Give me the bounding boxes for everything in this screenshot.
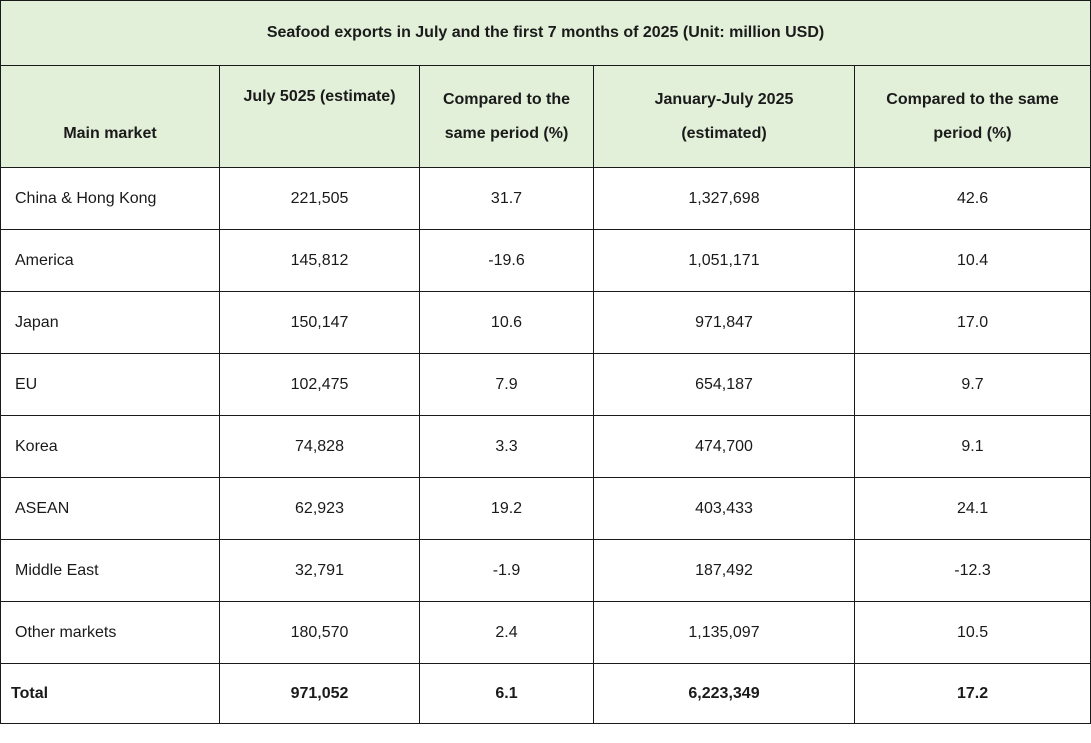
- july-compared-cell: 19.2: [419, 477, 594, 540]
- table-row: Middle East 32,791 -1.9 187,492 -12.3: [0, 539, 1091, 602]
- ytd-cell: 971,847: [593, 291, 855, 354]
- market-cell: ASEAN: [0, 477, 220, 540]
- header-jan-july-line2: (estimated): [681, 124, 767, 142]
- ytd-compared-cell: 10.5: [853, 601, 1091, 664]
- header-july: July 5025 (estimate): [219, 65, 420, 168]
- market-cell: Korea: [0, 415, 220, 478]
- july-cell: 150,147: [219, 291, 420, 354]
- table-title-row: Seafood exports in July and the first 7 …: [0, 0, 1091, 66]
- july-cell: 145,812: [219, 229, 420, 292]
- market-cell: EU: [0, 353, 220, 416]
- july-cell: 32,791: [219, 539, 420, 602]
- table-row: ASEAN 62,923 19.2 403,433 24.1: [0, 477, 1091, 540]
- ytd-cell: 187,492: [593, 539, 855, 602]
- table-header-row: Main market July 5025 (estimate) Compare…: [0, 65, 1091, 168]
- july-compared-cell: 3.3: [419, 415, 594, 478]
- market-cell: China & Hong Kong: [0, 167, 220, 230]
- header-july-compared-line1: Compared to the: [442, 90, 571, 108]
- july-cell: 180,570: [219, 601, 420, 664]
- ytd-compared-cell: 10.4: [853, 229, 1091, 292]
- table-title: Seafood exports in July and the first 7 …: [0, 0, 1091, 66]
- ytd-compared-cell: 17.0: [853, 291, 1091, 354]
- total-label: Total: [0, 663, 220, 724]
- july-compared-cell: 7.9: [419, 353, 594, 416]
- market-cell: America: [0, 229, 220, 292]
- ytd-compared-cell: 9.1: [853, 415, 1091, 478]
- header-jan-july-line1: January-July 2025: [654, 90, 794, 108]
- ytd-cell: 1,051,171: [593, 229, 855, 292]
- header-july-compared: Compared to the same period (%): [419, 65, 594, 168]
- july-compared-cell: 10.6: [419, 291, 594, 354]
- header-jan-july: January-July 2025 (estimated): [593, 65, 855, 168]
- july-compared-cell: 2.4: [419, 601, 594, 664]
- total-july-cell: 971,052: [219, 663, 420, 724]
- table-row: Korea 74,828 3.3 474,700 9.1: [0, 415, 1091, 478]
- july-cell: 74,828: [219, 415, 420, 478]
- ytd-cell: 474,700: [593, 415, 855, 478]
- market-cell: Japan: [0, 291, 220, 354]
- ytd-cell: 1,135,097: [593, 601, 855, 664]
- total-row: Total 971,052 6.1 6,223,349 17.2: [0, 663, 1091, 724]
- header-main-market: Main market: [0, 65, 220, 168]
- header-july-compared-line2: same period (%): [444, 124, 569, 142]
- ytd-compared-cell: 9.7: [853, 353, 1091, 416]
- header-ytd-compared-line1: Compared to the same: [886, 90, 1059, 108]
- ytd-cell: 1,327,698: [593, 167, 855, 230]
- july-cell: 62,923: [219, 477, 420, 540]
- july-compared-cell: 31.7: [419, 167, 594, 230]
- july-compared-cell: -19.6: [419, 229, 594, 292]
- table-row: China & Hong Kong 221,505 31.7 1,327,698…: [0, 167, 1091, 230]
- total-july-compared-cell: 6.1: [419, 663, 594, 724]
- table-row: Other markets 180,570 2.4 1,135,097 10.5: [0, 601, 1091, 664]
- total-ytd-cell: 6,223,349: [593, 663, 855, 724]
- table-row: America 145,812 -19.6 1,051,171 10.4: [0, 229, 1091, 292]
- table-row: EU 102,475 7.9 654,187 9.7: [0, 353, 1091, 416]
- ytd-compared-cell: 24.1: [853, 477, 1091, 540]
- ytd-cell: 403,433: [593, 477, 855, 540]
- total-ytd-compared-cell: 17.2: [853, 663, 1091, 724]
- ytd-cell: 654,187: [593, 353, 855, 416]
- ytd-compared-cell: -12.3: [853, 539, 1091, 602]
- july-compared-cell: -1.9: [419, 539, 594, 602]
- market-cell: Middle East: [0, 539, 220, 602]
- ytd-compared-cell: 42.6: [853, 167, 1091, 230]
- table-row: Japan 150,147 10.6 971,847 17.0: [0, 291, 1091, 354]
- july-cell: 102,475: [219, 353, 420, 416]
- header-ytd-compared: Compared to the same period (%): [853, 65, 1091, 168]
- market-cell: Other markets: [0, 601, 220, 664]
- seafood-export-table: Seafood exports in July and the first 7 …: [0, 0, 1091, 724]
- header-ytd-compared-line2: period (%): [933, 124, 1012, 142]
- july-cell: 221,505: [219, 167, 420, 230]
